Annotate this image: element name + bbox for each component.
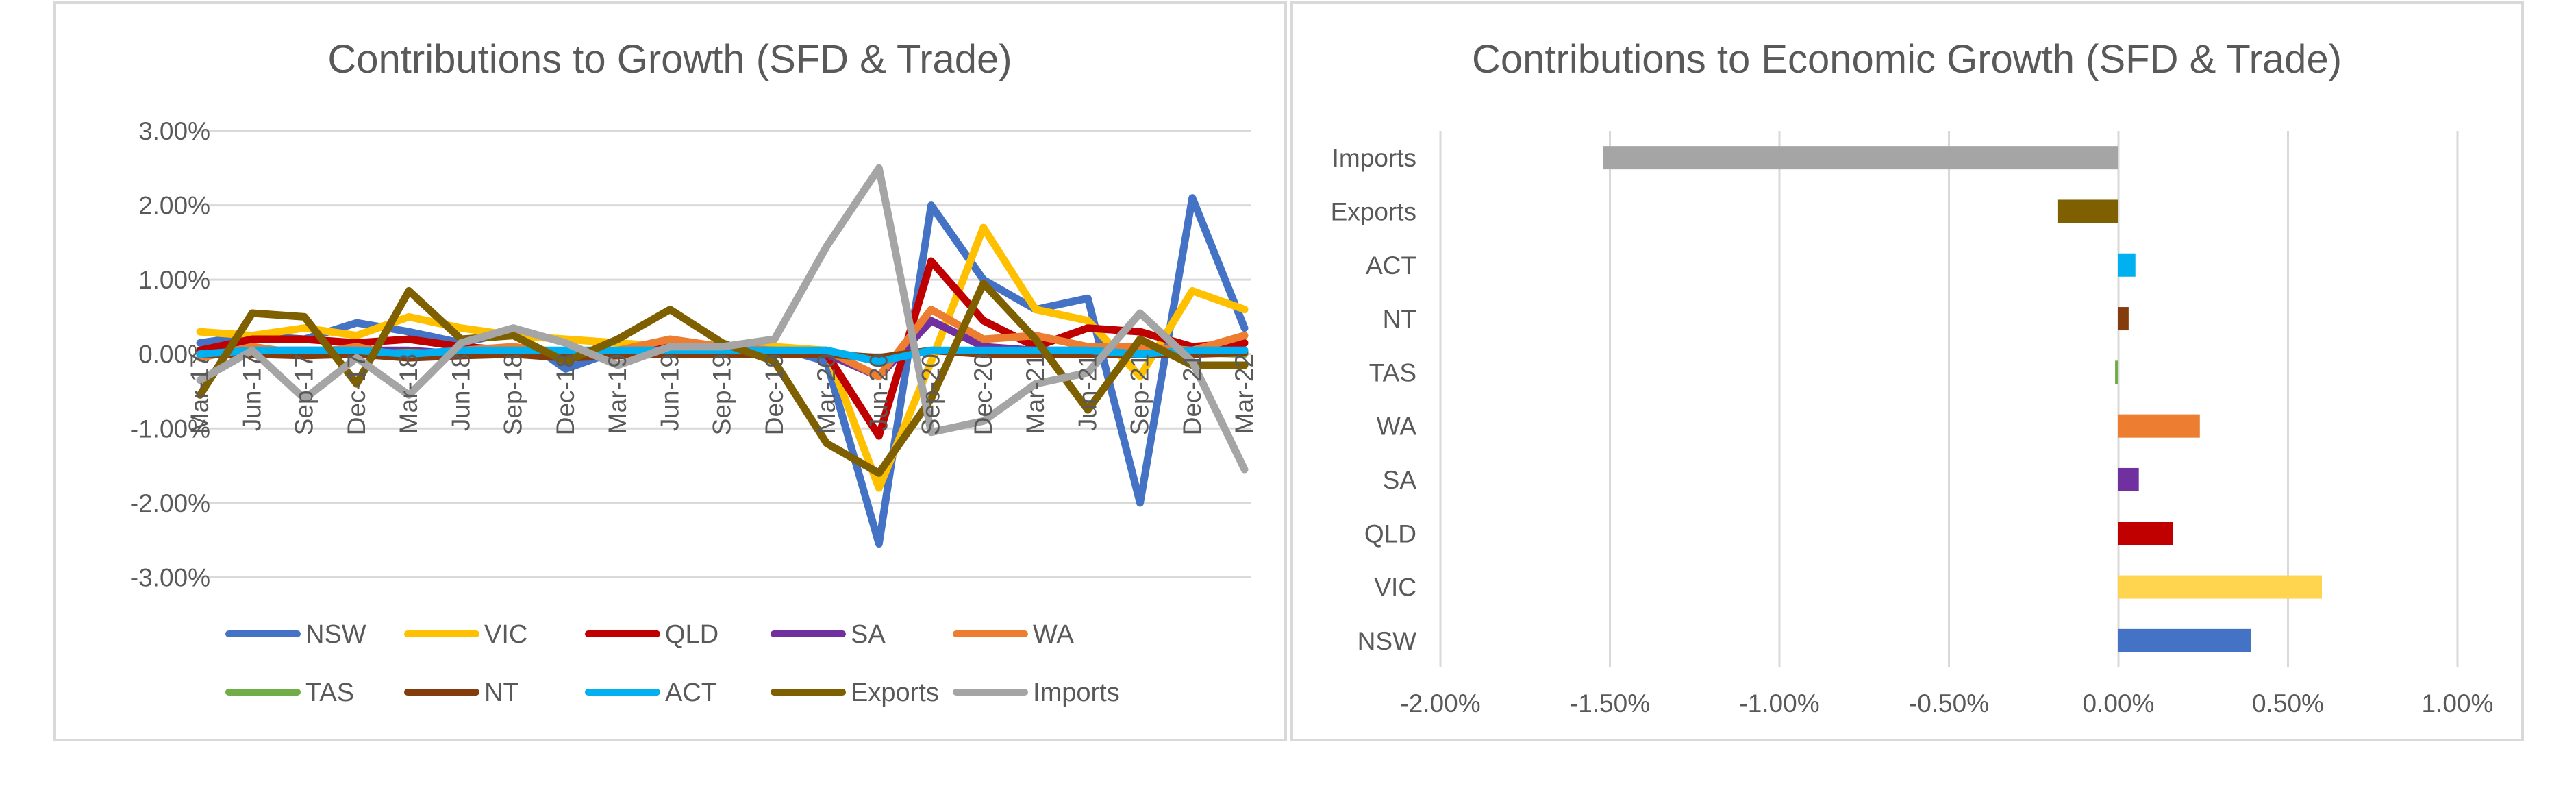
bar-qld (2118, 522, 2173, 545)
x-tick-label: Sep-18 (499, 354, 527, 435)
legend-label: NT (484, 678, 519, 707)
bar-chart-title: Contributions to Economic Growth (SFD & … (1472, 37, 2342, 82)
x-tick-label: Jun-21 (1073, 354, 1101, 431)
x-tick-label: Sep-20 (917, 354, 945, 435)
x-tick-label: Jun-20 (864, 354, 892, 431)
x-tick-label: Mar-22 (1230, 354, 1258, 434)
line-chart-panel: Contributions to Growth (SFD & Trade) 3.… (53, 1, 1287, 741)
y-tick-label: 2.00% (138, 192, 210, 220)
x-tick-label: Dec-21 (1178, 354, 1206, 435)
y-tick-label: 1.00% (138, 266, 210, 294)
bar-chart: Contributions to Economic Growth (SFD & … (1331, 37, 2494, 718)
legend-label: Exports (851, 678, 939, 707)
series-line-imports (196, 164, 1249, 474)
line-chart: Contributions to Growth (SFD & Trade) 3.… (130, 37, 1258, 707)
bar-act (2118, 253, 2136, 277)
category-label: Exports (1331, 197, 1416, 225)
x-tick-label: Jun-17 (238, 354, 266, 431)
x-tick-label: 0.00% (2083, 689, 2155, 718)
bar-nsw (2118, 628, 2251, 652)
legend-label: TAS (305, 678, 354, 707)
x-tick-label: Mar-17 (186, 354, 214, 434)
x-tick-label: -0.50% (1909, 689, 1989, 718)
x-tick-label: Mar-19 (603, 354, 632, 434)
legend-label: NSW (305, 620, 366, 649)
x-tick-label: -1.00% (1739, 689, 1819, 718)
bar-chart-panel: Contributions to Economic Growth (SFD & … (1290, 1, 2524, 741)
x-tick-label: Dec-19 (760, 354, 788, 435)
x-tick-label: Dec-20 (969, 354, 997, 435)
x-tick-label: Sep-21 (1126, 354, 1154, 435)
legend-label: Imports (1033, 678, 1120, 707)
bar-tas (2115, 360, 2118, 384)
bar-nt (2118, 307, 2129, 331)
x-tick-label: Jun-19 (655, 354, 684, 431)
bar-wa (2118, 414, 2200, 438)
x-tick-label: Sep-19 (708, 354, 736, 435)
line-chart-title: Contributions to Growth (SFD & Trade) (327, 37, 1012, 82)
category-label: VIC (1374, 574, 1416, 602)
legend-label: VIC (484, 620, 527, 649)
x-tick-label: Mar-20 (812, 354, 840, 434)
category-label: ACT (1366, 252, 1416, 280)
legend-label: QLD (665, 620, 718, 649)
bar-imports (1603, 146, 2118, 170)
legend-label: SA (851, 620, 886, 649)
x-tick-label: Sep-17 (290, 354, 318, 435)
x-tick-label: Jun-18 (447, 354, 475, 431)
bar-sa (2118, 467, 2139, 491)
x-tick-label: -2.00% (1400, 689, 1480, 718)
x-tick-label: -1.50% (1570, 689, 1650, 718)
category-label: NSW (1358, 627, 1416, 655)
x-tick-label: Mar-21 (1021, 354, 1049, 434)
x-tick-label: Dec-17 (342, 354, 371, 435)
category-label: Imports (1332, 144, 1416, 172)
x-tick-label: 1.00% (2422, 689, 2494, 718)
legend-label: WA (1033, 620, 1074, 649)
bar-exports (2057, 199, 2118, 223)
y-tick-label: -2.00% (130, 489, 210, 517)
x-tick-label: Dec-18 (551, 354, 579, 435)
x-tick-label: 0.50% (2252, 689, 2324, 718)
category-label: TAS (1369, 358, 1416, 387)
category-label: WA (1377, 413, 1417, 441)
category-label: NT (1383, 305, 1416, 333)
category-label: SA (1383, 466, 1417, 494)
x-tick-label: Mar-18 (395, 354, 423, 434)
bar-vic (2118, 575, 2322, 599)
y-tick-label: 3.00% (138, 117, 210, 145)
y-tick-label: -1.00% (130, 415, 210, 443)
category-label: QLD (1364, 519, 1416, 548)
legend-label: ACT (665, 678, 717, 707)
y-tick-label: -3.00% (130, 563, 210, 591)
